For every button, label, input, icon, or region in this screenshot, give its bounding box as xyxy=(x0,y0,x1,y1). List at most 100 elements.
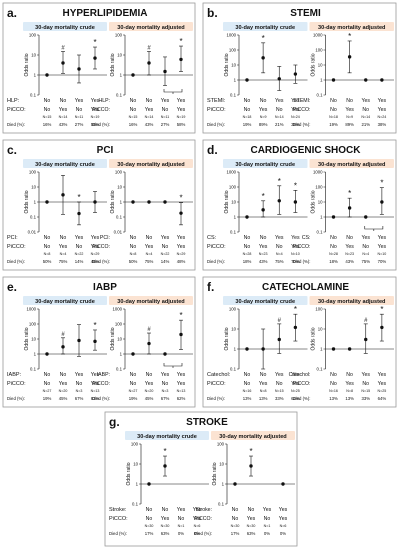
y-tick-label: 0.1 xyxy=(317,367,324,372)
row-label-picco: PiCCO: xyxy=(293,107,311,113)
died-value: 17% xyxy=(231,531,240,536)
odds-ratio-point xyxy=(331,78,336,82)
n-value: N=30 xyxy=(161,524,170,528)
panel-adjusted: 30-day mortality adjusted Odds ratio 0.1 1 1… xyxy=(194,431,295,536)
odds-ratio-point xyxy=(277,77,281,81)
y-tick-label: 10 xyxy=(117,53,122,58)
odds-ratio-point xyxy=(281,482,285,486)
died-value: 89% xyxy=(259,122,268,127)
died-value: 0% xyxy=(280,531,286,536)
y-tick-label: 1 xyxy=(120,200,123,205)
var-value: Yes xyxy=(378,372,387,378)
y-tick-label: 1000 xyxy=(112,307,122,312)
significance-mark: * xyxy=(348,189,351,198)
figure-letter: c. xyxy=(7,143,17,157)
figure-title: STROKE xyxy=(186,417,228,428)
y-tick-label: 100 xyxy=(315,307,323,312)
y-tick-label: 0.1 xyxy=(116,367,123,372)
adjusted-banner xyxy=(109,22,193,31)
picco-value: Yes xyxy=(345,244,354,250)
n-value: N=11 xyxy=(75,115,83,119)
var-value: Yes xyxy=(91,235,100,241)
picco-value: No xyxy=(244,244,251,250)
picco-value: No xyxy=(44,381,51,387)
var-value: Yes xyxy=(177,507,186,513)
row-label-var: Catechol: xyxy=(207,372,231,378)
var-value: No xyxy=(146,507,153,513)
n-value: N=16 xyxy=(329,389,338,393)
picco-value: Yes xyxy=(177,381,186,387)
n-value: N=11 xyxy=(161,115,169,119)
y-tick-label: 1 xyxy=(120,352,123,357)
n-value: N=15 xyxy=(43,115,52,119)
n-value: N=19 xyxy=(91,115,100,119)
died-value: 43% xyxy=(259,259,268,264)
var-value: Yes xyxy=(362,235,371,241)
picco-value: No xyxy=(44,107,51,113)
row-label-var: STEMI: xyxy=(207,98,226,104)
row-label-var: HLP: xyxy=(7,98,20,104)
picco-value: Yes xyxy=(247,516,256,522)
significance-mark: * xyxy=(93,321,96,330)
n-value: N=22 xyxy=(75,252,84,256)
row-label-died: Died (%): xyxy=(109,531,127,536)
figure-title: PCI xyxy=(97,145,114,156)
row-label-var: Stroke: xyxy=(109,507,127,513)
odds-ratio-point xyxy=(331,347,336,351)
row-label-died: Died (%): xyxy=(92,396,110,401)
row-label-picco: PiCCO: xyxy=(207,381,226,387)
n-value: N=13 xyxy=(177,389,186,393)
n-value: N=25 xyxy=(291,389,300,393)
y-axis-label: Odds ratio xyxy=(24,190,30,213)
died-value: 64% xyxy=(378,396,387,401)
odds-ratio-point xyxy=(45,200,49,204)
y-axis-label: Odds ratio xyxy=(311,53,317,76)
died-value: 67% xyxy=(161,396,170,401)
figure-title: HYPERLIPIDEMIA xyxy=(62,8,147,19)
odds-ratio-point xyxy=(380,78,384,82)
var-value: Yes xyxy=(275,98,284,104)
n-value: N=13 xyxy=(91,389,100,393)
y-tick-label: 100 xyxy=(115,170,123,175)
var-value: Yes xyxy=(161,372,170,378)
died-value: 19% xyxy=(129,396,138,401)
y-tick-label: 100 xyxy=(229,185,237,190)
figure-title: STEMI xyxy=(290,8,321,19)
died-value: 17% xyxy=(145,531,154,536)
died-value: 21% xyxy=(361,122,370,127)
figure-title: CARDIOGENIC SHOCK xyxy=(250,145,361,156)
n-value: N=18 xyxy=(329,115,338,119)
row-label-picco: PiCCO: xyxy=(207,244,226,250)
odds-ratio-point xyxy=(277,199,281,203)
picco-value: No xyxy=(178,516,185,522)
y-tick-label: 1000 xyxy=(313,170,323,175)
adjusted-banner xyxy=(309,22,394,31)
died-value: 70% xyxy=(378,259,387,264)
row-label-died: Died (%): xyxy=(293,259,311,264)
died-value: 18% xyxy=(243,259,252,264)
n-value: N=9 xyxy=(260,115,267,119)
y-axis-label: Odds ratio xyxy=(212,462,218,485)
odds-ratio-point xyxy=(77,67,81,71)
panel-header: 30-day mortality adjusted xyxy=(117,162,185,168)
significance-mark: * xyxy=(380,305,383,314)
odds-ratio-point xyxy=(347,55,352,59)
n-value: N=30 xyxy=(231,524,240,528)
significance-mark: # xyxy=(147,327,151,333)
var-value: Yes xyxy=(291,235,300,241)
n-value: N=8 xyxy=(260,389,267,393)
picco-value: Yes xyxy=(378,381,387,387)
var-value: No xyxy=(260,98,267,104)
y-tick-label: 1000 xyxy=(226,170,236,175)
odds-ratio-point xyxy=(147,341,151,346)
odds-ratio-point xyxy=(61,193,65,197)
odds-ratio-point xyxy=(380,200,384,204)
odds-ratio-point xyxy=(277,337,281,342)
significance-mark: * xyxy=(179,311,182,320)
panel-adjusted: 30-day mortality adjusted Odds ratio 0.1 1 1… xyxy=(293,159,394,264)
odds-ratio-point xyxy=(347,347,352,351)
odds-ratio-point xyxy=(261,56,265,60)
picco-value: Yes xyxy=(259,107,268,113)
